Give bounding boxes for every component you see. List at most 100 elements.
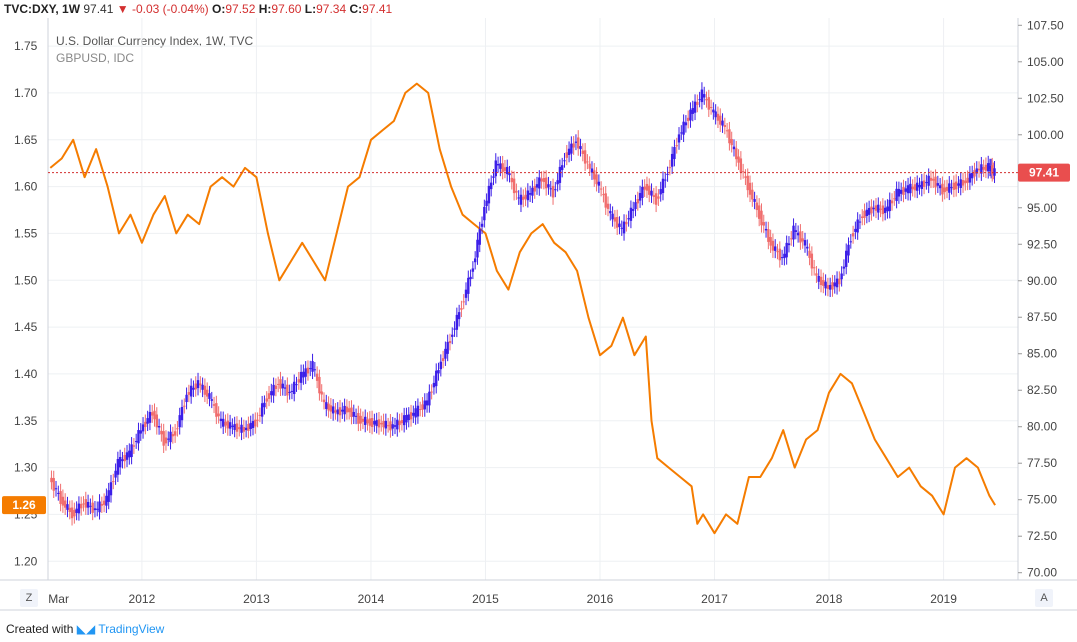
dxy-candle-body bbox=[77, 503, 81, 514]
dxy-candle-body bbox=[439, 361, 443, 370]
dxy-candle-body bbox=[851, 233, 855, 237]
left-tick-label: 1.70 bbox=[14, 86, 38, 100]
time-tick-label: 2019 bbox=[930, 592, 957, 606]
dxy-candle-body bbox=[700, 89, 704, 103]
left-price-axis[interactable]: 1.201.251.301.351.401.451.501.551.601.65… bbox=[14, 39, 38, 568]
dxy-candle-body bbox=[517, 197, 520, 199]
dxy-candle-body bbox=[320, 391, 323, 395]
dxy-candle-body bbox=[554, 189, 557, 191]
dxy-candle-body bbox=[50, 477, 53, 483]
dxy-candle-body bbox=[329, 405, 333, 412]
dxy-candle-body bbox=[913, 184, 917, 191]
dxy-candle-body bbox=[828, 284, 832, 290]
left-tick-label: 1.65 bbox=[14, 133, 38, 147]
right-tick-label: 75.00 bbox=[1027, 493, 1057, 507]
dxy-candle-body bbox=[606, 203, 610, 209]
dxy-candle-body bbox=[341, 409, 344, 412]
dxy-candle-body bbox=[274, 385, 278, 389]
right-tick-label: 85.00 bbox=[1027, 347, 1057, 361]
dxy-candle-body bbox=[675, 145, 678, 147]
dxy-candle-body bbox=[377, 419, 381, 428]
dxy-candle-body bbox=[116, 459, 120, 475]
dxy-candle-body bbox=[824, 281, 827, 289]
dxy-candle-body bbox=[547, 184, 550, 188]
dxy-candle-body bbox=[664, 179, 667, 181]
dxy-candle-body bbox=[297, 379, 301, 383]
dxy-candle-body bbox=[228, 422, 232, 429]
time-tick-label: 2016 bbox=[587, 592, 614, 606]
dxy-candle-body bbox=[112, 481, 115, 483]
gbpusd-last-price-label: 1.26 bbox=[12, 498, 36, 512]
dxy-candle-body bbox=[315, 373, 319, 381]
dxy-candle-body bbox=[941, 183, 944, 195]
dxy-candle-body bbox=[386, 425, 390, 427]
left-tick-label: 1.30 bbox=[14, 461, 38, 475]
dxy-candle-body bbox=[856, 219, 859, 233]
dxy-candle-body bbox=[929, 177, 933, 181]
zoom-reset-button[interactable]: Z bbox=[20, 589, 38, 607]
close-label: C: bbox=[349, 2, 363, 16]
low-value: 97.34 bbox=[316, 2, 347, 16]
dxy-candle-body bbox=[508, 173, 511, 176]
dxy-candle-body bbox=[684, 122, 688, 126]
right-tick-label: 105.00 bbox=[1027, 55, 1064, 69]
dxy-candle-body bbox=[760, 210, 763, 226]
left-tick-label: 1.35 bbox=[14, 414, 38, 428]
dxy-candle-body bbox=[925, 182, 928, 184]
dxy-candle-body bbox=[226, 420, 229, 429]
dxy-candle-body bbox=[723, 125, 727, 127]
dxy-candle-body bbox=[270, 391, 273, 396]
dxy-candle-body bbox=[430, 391, 433, 393]
right-tick-label: 107.50 bbox=[1027, 18, 1064, 32]
dxy-candle-body bbox=[473, 258, 477, 263]
dxy-candle-body bbox=[178, 415, 181, 428]
dxy-candle-body bbox=[373, 421, 376, 425]
legend-dxy[interactable]: U.S. Dollar Currency Index, 1W, TVC bbox=[56, 34, 254, 48]
footer-prefix: Created with bbox=[6, 622, 74, 636]
dxy-candle-body bbox=[668, 167, 672, 169]
dxy-candle-body bbox=[180, 406, 184, 421]
dxy-candle-body bbox=[487, 185, 491, 204]
chart-frame bbox=[0, 18, 1077, 611]
time-axis[interactable]: Mar 2012 2013 2014 2015 2016 2017 2018 2019 bbox=[48, 592, 957, 606]
tradingview-logo-icon: ◣◢ bbox=[76, 622, 96, 636]
dxy-candle-body bbox=[689, 109, 692, 121]
right-price-axis[interactable]: 72.50 75.00 77.50 80.00 82.50 85.00 87.50 90.00… bbox=[1018, 18, 1064, 580]
dxy-candle-body bbox=[453, 328, 456, 330]
symbol-name[interactable]: TVC:DXY bbox=[4, 2, 56, 16]
dxy-candle-body bbox=[288, 391, 291, 393]
dxy-candle-body bbox=[347, 408, 351, 413]
dxy-candle-body bbox=[980, 164, 983, 174]
dxy-candle-body bbox=[938, 185, 942, 189]
dxy-candle-body bbox=[558, 166, 562, 183]
dxy-candle-body bbox=[160, 430, 163, 435]
dxy-candle-body bbox=[423, 400, 426, 410]
dxy-candle-body bbox=[755, 202, 759, 211]
dxy-candle-body bbox=[879, 208, 882, 210]
legend-gbpusd[interactable]: GBPUSD, IDC bbox=[56, 51, 135, 65]
dxy-candle-body bbox=[313, 369, 317, 371]
dxy-candle-body bbox=[441, 358, 445, 361]
dxy-candle-body bbox=[151, 412, 154, 416]
dxy-candle-body bbox=[265, 398, 268, 402]
dxy-candle-body bbox=[796, 232, 800, 236]
dxy-candle-body bbox=[579, 146, 582, 150]
dxy-candle-body bbox=[835, 278, 839, 288]
dxy-candle-body bbox=[845, 250, 848, 267]
dxy-candle-body bbox=[396, 419, 399, 430]
dxy-candle-body bbox=[102, 500, 106, 505]
dxy-candle-body bbox=[425, 400, 429, 406]
dxy-candle-body bbox=[86, 501, 90, 508]
tradingview-link[interactable]: TradingView bbox=[98, 622, 165, 636]
dxy-candle-body bbox=[522, 196, 525, 200]
dxy-candle-body bbox=[352, 411, 355, 417]
left-tick-label: 1.60 bbox=[14, 180, 38, 194]
auto-scale-button[interactable]: A bbox=[1035, 589, 1053, 607]
dxy-candle-body bbox=[952, 182, 956, 190]
dxy-candle-body bbox=[638, 193, 642, 201]
interval[interactable]: 1W bbox=[62, 2, 81, 16]
dxy-candle-body bbox=[916, 182, 919, 191]
dxy-candle-body bbox=[405, 414, 408, 423]
dxy-candle-body bbox=[794, 230, 798, 232]
